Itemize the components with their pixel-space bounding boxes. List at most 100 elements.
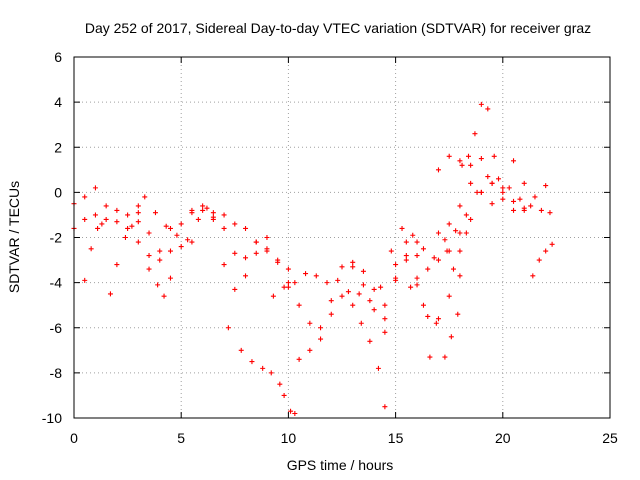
data-point [114, 262, 120, 268]
x-tick-label: 10 [281, 430, 297, 446]
y-tick-label: 6 [54, 49, 62, 65]
data-series [142, 194, 210, 243]
data-point [285, 280, 291, 286]
data-points [71, 101, 555, 416]
data-point [532, 194, 538, 200]
data-point [232, 286, 238, 292]
data-series [444, 230, 469, 272]
data-point [511, 207, 517, 213]
data-point [318, 325, 324, 331]
data-point [249, 359, 255, 365]
data-point [485, 106, 491, 112]
data-point [307, 320, 313, 326]
data-point [463, 212, 469, 218]
data-point [243, 225, 249, 231]
data-point [472, 131, 478, 137]
data-point [382, 302, 388, 308]
y-axis-label: SDTVAR / TECUs [6, 181, 22, 293]
data-point [253, 239, 259, 245]
data-point [296, 356, 302, 362]
x-tick-label: 25 [602, 430, 618, 446]
data-point [457, 230, 463, 236]
data-point [500, 189, 506, 195]
data-point [478, 101, 484, 107]
data-point [167, 275, 173, 281]
data-point [500, 196, 506, 202]
data-point [275, 259, 281, 265]
data-point [152, 210, 158, 216]
data-point [92, 185, 98, 191]
data-point [360, 282, 366, 288]
data-point [114, 207, 120, 213]
data-series [71, 185, 291, 272]
data-point [281, 392, 287, 398]
y-tick-label: 2 [54, 139, 62, 155]
data-point [82, 194, 88, 200]
data-point [189, 207, 195, 213]
data-point [506, 185, 512, 191]
data-point [210, 210, 216, 216]
data-point [521, 207, 527, 213]
data-point [99, 221, 105, 227]
data-point [307, 347, 313, 353]
data-point [135, 203, 141, 209]
data-point [367, 298, 373, 304]
data-series [350, 302, 388, 410]
data-point [465, 153, 471, 159]
data-series [270, 174, 553, 304]
data-point [388, 248, 394, 254]
data-point [288, 408, 294, 414]
data-point [530, 273, 536, 279]
data-point [420, 302, 426, 308]
data-series [435, 156, 527, 236]
data-point [489, 201, 495, 207]
x-tick-label: 0 [70, 430, 78, 446]
data-series [135, 239, 195, 272]
data-point [270, 293, 276, 299]
data-point [371, 307, 377, 313]
data-series [225, 325, 298, 416]
data-point [324, 280, 330, 286]
data-point [521, 180, 527, 186]
data-point [82, 277, 88, 283]
data-point [453, 228, 459, 234]
data-point [292, 280, 298, 286]
data-point [260, 365, 266, 371]
y-tick-label: -10 [42, 410, 62, 426]
data-point [410, 232, 416, 238]
data-point [543, 183, 549, 189]
data-point [442, 237, 448, 243]
data-point [221, 225, 227, 231]
data-point [420, 246, 426, 252]
data-point [414, 239, 420, 245]
data-point [167, 248, 173, 254]
data-point [189, 239, 195, 245]
data-point [403, 239, 409, 245]
data-point [435, 257, 441, 263]
data-point [382, 316, 388, 322]
y-tick-label: -4 [50, 275, 63, 291]
data-point [435, 316, 441, 322]
data-point [107, 291, 113, 297]
data-point [335, 277, 341, 283]
data-point [425, 313, 431, 319]
data-point [538, 207, 544, 213]
data-point [125, 225, 131, 231]
data-point [345, 289, 351, 295]
data-point [414, 253, 420, 259]
data-point [425, 266, 431, 272]
data-point [328, 298, 334, 304]
data-point [318, 336, 324, 342]
data-series [82, 221, 105, 283]
data-point [491, 153, 497, 159]
data-point [489, 180, 495, 186]
axes: 0 5 10 15 20 25 -10 -8 -6 -4 -2 0 2 4 6 [42, 49, 618, 446]
data-point [296, 302, 302, 308]
data-series [296, 259, 399, 362]
data-point [468, 216, 474, 222]
y-tick-label: -8 [50, 365, 63, 381]
data-point [103, 216, 109, 222]
y-tick-label: -2 [50, 230, 63, 246]
data-point [221, 212, 227, 218]
data-point [103, 203, 109, 209]
